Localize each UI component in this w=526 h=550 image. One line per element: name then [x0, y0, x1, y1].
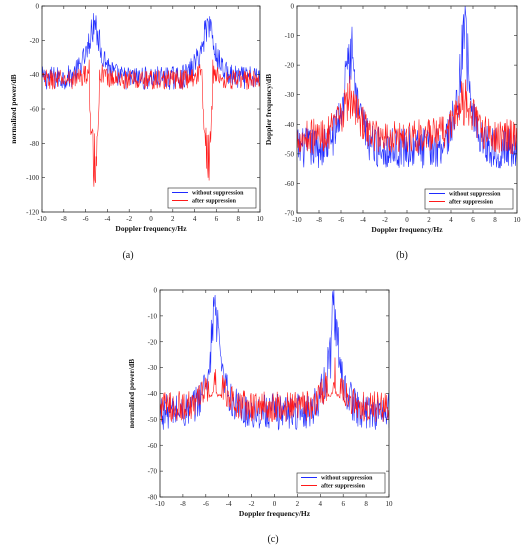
y-tick-label: 0	[154, 287, 158, 295]
y-tick-label: 0	[36, 3, 40, 11]
legend-entry: without suppression	[321, 476, 373, 482]
caption-c: (c)	[267, 534, 278, 545]
x-tick-label: 0	[273, 500, 277, 508]
y-tick-label: -20	[285, 62, 295, 70]
series-line-after-suppression	[160, 357, 389, 423]
x-tick-label: -6	[203, 500, 209, 508]
legend-entry: after suppression	[192, 199, 237, 205]
x-tick-label: 8	[493, 216, 497, 224]
x-tick-label: 4	[193, 215, 197, 223]
y-tick-label: -40	[285, 121, 295, 129]
x-tick-label: 0	[149, 215, 153, 223]
y-tick-label: -80	[148, 494, 158, 502]
y-tick-label: -60	[148, 442, 158, 450]
chart-c: -10 -8 -6 -4 -2 0 2 4 6 8 100-10-20-30-40-50-60-70…	[127, 287, 393, 519]
y-tick-label: -40	[30, 71, 40, 79]
y-tick-label: -60	[30, 106, 40, 114]
x-tick-label: 2	[171, 215, 175, 223]
x-tick-label: 2	[296, 500, 300, 508]
x-axis-label: Doppler frequency/Hz	[371, 225, 443, 234]
x-tick-label: 8	[364, 500, 368, 508]
plot-frame	[41, 5, 261, 213]
caption-b: (b)	[396, 250, 408, 261]
x-tick-label: 8	[236, 215, 240, 223]
y-tick-label: -60	[285, 180, 295, 188]
y-tick-label: -20	[30, 37, 40, 45]
y-tick-label: -70	[148, 468, 158, 476]
legend-box	[167, 187, 257, 209]
y-tick-label: -30	[285, 91, 295, 99]
y-tick-label: -10	[285, 32, 295, 40]
x-tick-label: 4	[319, 500, 323, 508]
x-tick-label: -2	[126, 215, 132, 223]
x-axis-label: Doppler frequency/Hz	[115, 224, 187, 233]
y-tick-label: -10	[148, 312, 158, 320]
legend-entry: without suppression	[449, 192, 501, 198]
legend-entry: without suppression	[192, 191, 244, 197]
x-tick-label: -2	[382, 216, 388, 224]
legend-box	[424, 188, 514, 210]
x-tick-label: -8	[316, 216, 322, 224]
y-tick-label: -20	[148, 338, 158, 346]
x-tick-label: 6	[471, 216, 475, 224]
chart-a: -10 -8 -6 -4 -2 0 2 4 6 8 100-20-40-60-80-100-120D…	[9, 3, 264, 234]
legend: without suppression after suppression	[167, 187, 257, 209]
legend-entry: after suppression	[449, 200, 494, 206]
series-line-after-suppression	[297, 75, 517, 155]
series-line-after-suppression	[42, 59, 260, 187]
chart-b: -10 -8 -6 -4 -2 0 2 4 6 8 100-10-20-30-40-50-60-70…	[264, 3, 521, 235]
x-tick-label: -8	[61, 215, 67, 223]
y-tick-label: -120	[26, 209, 39, 217]
x-tick-label: -8	[180, 500, 186, 508]
plot-frame	[296, 5, 518, 214]
y-axis-label: Doppler frequency/dB	[264, 74, 273, 145]
x-tick-label: -4	[360, 216, 366, 224]
legend-entry: after suppression	[321, 484, 366, 490]
x-tick-label: 10	[386, 500, 394, 508]
x-tick-label: -6	[338, 216, 344, 224]
x-axis-label: Doppler frequency/Hz	[239, 509, 311, 518]
x-tick-label: -10	[155, 500, 165, 508]
x-tick-label: 6	[341, 500, 345, 508]
y-tick-label: -40	[148, 390, 158, 398]
x-tick-label: 2	[427, 216, 431, 224]
x-tick-label: 4	[449, 216, 453, 224]
x-tick-label: 0	[405, 216, 409, 224]
y-tick-label: -100	[26, 174, 39, 182]
y-tick-label: 0	[291, 3, 295, 11]
x-tick-label: 10	[257, 215, 265, 223]
y-axis-label: normalized power/dB	[127, 359, 136, 428]
caption-a: (a)	[122, 250, 133, 261]
y-tick-label: -50	[148, 416, 158, 424]
x-tick-label: -4	[226, 500, 232, 508]
x-tick-label: -10	[37, 215, 47, 223]
y-axis-label: normalized power/dB	[9, 74, 18, 143]
legend: without suppression after suppression	[424, 188, 514, 210]
series-line-without-suppression	[42, 13, 260, 90]
x-tick-label: 10	[514, 216, 522, 224]
y-tick-label: -50	[285, 150, 295, 158]
x-tick-label: -4	[104, 215, 110, 223]
y-tick-label: -30	[148, 364, 158, 372]
x-tick-label: -10	[292, 216, 302, 224]
x-tick-label: -6	[83, 215, 89, 223]
y-tick-label: -80	[30, 140, 40, 148]
x-tick-label: 6	[215, 215, 219, 223]
legend-box	[296, 472, 386, 494]
x-tick-label: -2	[249, 500, 255, 508]
y-tick-label: -70	[285, 210, 295, 218]
legend: without suppression after suppression	[296, 472, 386, 494]
